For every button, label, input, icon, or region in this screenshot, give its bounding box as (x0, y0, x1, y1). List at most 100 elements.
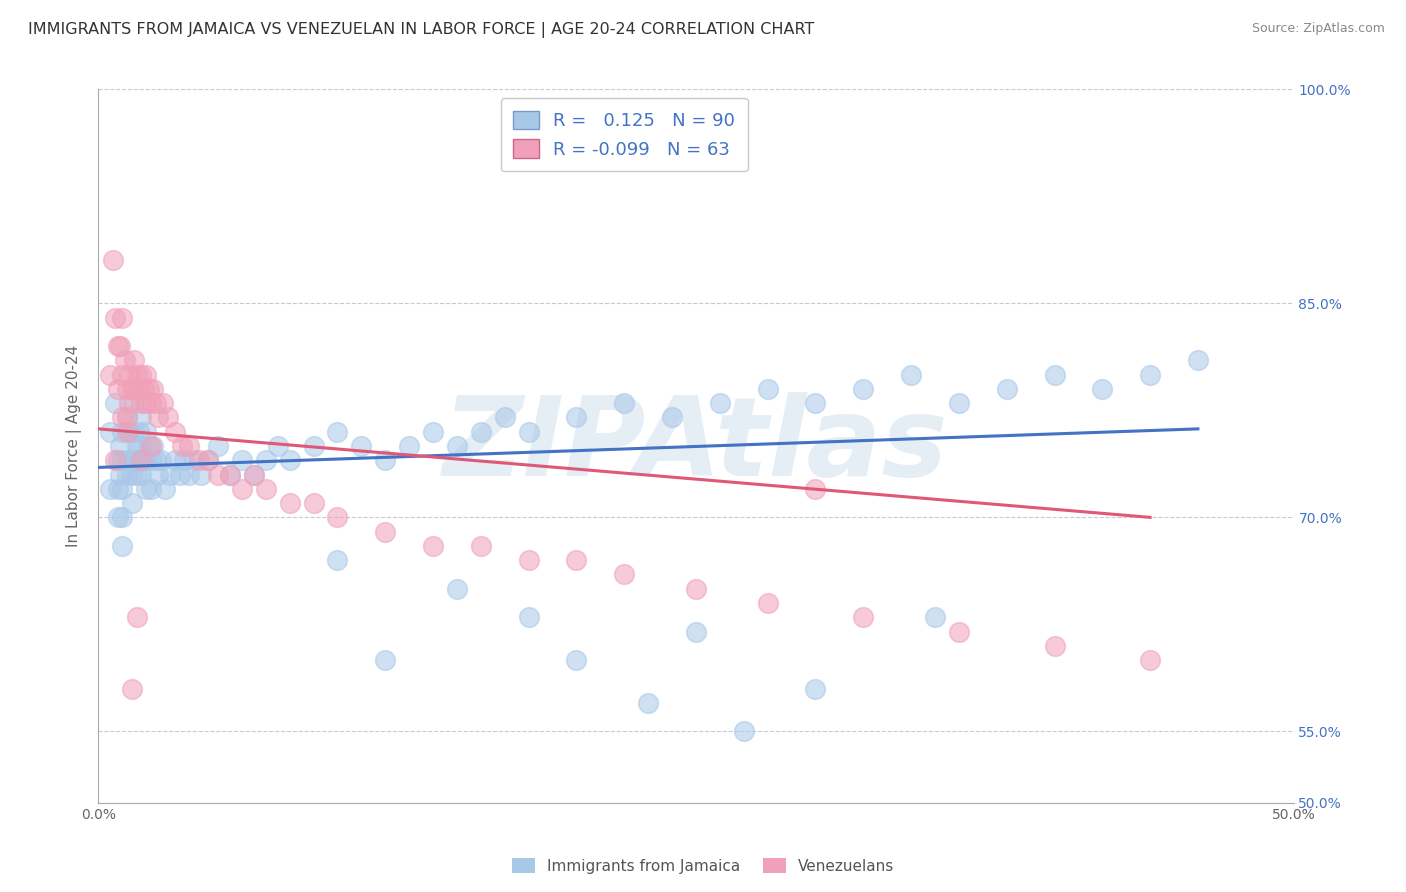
Point (98, 425, 122, 439)
Point (115, 425, 138, 439)
Point (446, 439, 468, 453)
Point (231, 453, 253, 467)
Point (804, 482, 827, 496)
Point (685, 624, 707, 639)
Point (243, 467, 266, 482)
Point (172, 439, 194, 453)
Point (149, 453, 172, 467)
Point (709, 396, 731, 410)
Point (128, 453, 150, 467)
Point (125, 610, 148, 624)
Point (1043, 368, 1066, 382)
Point (121, 382, 143, 396)
Point (104, 396, 127, 410)
Point (254, 482, 277, 496)
Point (107, 382, 129, 396)
Point (145, 396, 167, 410)
Legend: Immigrants from Jamaica, Venezuelans: Immigrants from Jamaica, Venezuelans (506, 852, 900, 880)
Point (114, 353, 136, 368)
Point (124, 396, 146, 410)
Point (1139, 653, 1161, 667)
Point (804, 396, 827, 410)
Point (1043, 639, 1066, 653)
Point (111, 368, 134, 382)
Point (118, 425, 141, 439)
Point (135, 482, 157, 496)
Point (685, 582, 707, 596)
Point (107, 339, 129, 353)
Point (139, 482, 162, 496)
Point (804, 681, 827, 696)
Point (115, 410, 138, 425)
Point (517, 553, 540, 567)
Point (142, 439, 165, 453)
Point (121, 496, 143, 510)
Point (470, 425, 492, 439)
Point (197, 453, 219, 467)
Point (124, 425, 146, 439)
Point (111, 510, 134, 524)
Point (108, 439, 131, 453)
Point (179, 467, 201, 482)
Point (278, 453, 301, 467)
Point (756, 596, 779, 610)
Point (125, 368, 148, 382)
Point (131, 396, 153, 410)
Point (374, 653, 396, 667)
Point (152, 396, 174, 410)
Point (565, 653, 588, 667)
Point (115, 467, 138, 482)
Point (613, 396, 636, 410)
Point (121, 681, 143, 696)
Point (135, 396, 157, 410)
Point (107, 453, 129, 467)
Text: Source: ZipAtlas.com: Source: ZipAtlas.com (1251, 22, 1385, 36)
Point (111, 539, 134, 553)
Point (179, 439, 201, 453)
Point (183, 453, 205, 467)
Point (128, 382, 150, 396)
Point (115, 410, 138, 425)
Point (278, 496, 301, 510)
Point (125, 467, 148, 482)
Point (132, 453, 155, 467)
Point (98, 368, 122, 382)
Point (118, 368, 141, 382)
Point (948, 396, 970, 410)
Point (132, 382, 155, 396)
Point (111, 482, 134, 496)
Point (142, 382, 165, 396)
Point (173, 453, 195, 467)
Point (517, 610, 540, 624)
Point (948, 624, 970, 639)
Point (124, 453, 146, 467)
Point (187, 453, 209, 467)
Point (139, 453, 162, 467)
Point (470, 539, 492, 553)
Text: IMMIGRANTS FROM JAMAICA VS VENEZUELAN IN LABOR FORCE | AGE 20-24 CORRELATION CHA: IMMIGRANTS FROM JAMAICA VS VENEZUELAN IN… (28, 22, 814, 38)
Point (326, 553, 349, 567)
Point (374, 453, 396, 467)
Point (422, 539, 444, 553)
Point (98, 482, 122, 496)
Point (169, 467, 191, 482)
Point (326, 425, 349, 439)
Point (565, 410, 588, 425)
Point (756, 382, 779, 396)
Point (135, 368, 157, 382)
Point (422, 425, 444, 439)
Point (108, 467, 131, 482)
Point (565, 553, 588, 567)
Point (446, 582, 468, 596)
Point (155, 482, 177, 496)
Point (135, 453, 157, 467)
Point (207, 467, 229, 482)
Point (219, 467, 242, 482)
Point (243, 467, 266, 482)
Point (1187, 353, 1209, 368)
Point (1139, 368, 1161, 382)
Point (111, 410, 134, 425)
Point (924, 610, 946, 624)
Point (131, 410, 153, 425)
Point (219, 467, 242, 482)
